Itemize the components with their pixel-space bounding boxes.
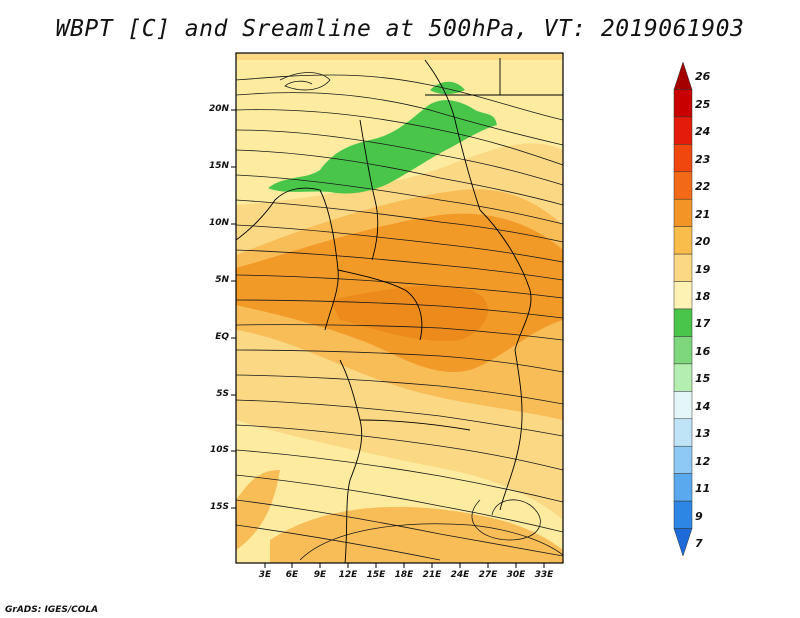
lat-ticks [231,109,236,509]
lat-label-5s: 5S [216,389,229,399]
colorbar-label: 26 [695,70,711,84]
colorbar-label: 14 [695,399,711,413]
colorbar-segment [673,61,693,90]
colorbar-label: 21 [695,207,711,221]
colorbar-label: 20 [695,235,711,249]
lat-label-5n: 5N [215,275,229,285]
colorbar-label: 24 [695,125,711,139]
fill-17-18 [268,100,497,194]
colorbar-segment [673,363,693,392]
colorbar-label: 7 [695,537,703,551]
lat-label-10s: 10S [209,445,229,455]
map-title: WBPT [C] and Sreamline at 500hPa, VT: 20… [55,16,745,42]
fill-22-23 [330,285,489,341]
colorbar-segment [673,171,693,200]
lat-label-eq: EQ [215,332,229,342]
colorbar-label: 13 [695,427,711,441]
colorbar-segment [673,308,693,337]
colorbar-segment [673,445,693,474]
colorbar-segment [673,144,693,173]
fill-20-21-sw [236,470,280,550]
colorbar-label: 18 [695,290,711,304]
lon-label-21e: 21E [422,570,442,580]
colorbar [673,61,693,557]
lat-label-15n: 15N [208,161,229,171]
country-borders [236,58,563,563]
colorbar-label: 11 [695,482,711,496]
lon-label-18e: 18E [394,570,414,580]
colorbar-label: 23 [695,152,711,166]
lon-label-30e: 30E [506,570,526,580]
lat-label-20n: 20N [208,104,229,114]
lon-label-3e: 3E [258,570,272,580]
colorbar-label: 19 [695,262,711,276]
colorbar-segment [673,528,693,557]
colorbar-label: 25 [695,97,711,111]
lon-label-12e: 12E [338,570,358,580]
map-border [235,52,564,564]
fill-20-21-south [270,506,563,563]
colorbar-segment [673,336,693,365]
colorbar-segment [673,253,693,282]
lon-label-33e: 33E [534,570,554,580]
lon-label-24e: 24E [450,570,470,580]
lat-label-15s: 15S [209,502,229,512]
colorbar-label: 9 [695,509,703,523]
colorbar-segment [673,198,693,227]
colorbar-segment [673,281,693,310]
colorbar-label: 16 [695,344,711,358]
colorbar-segment [673,89,693,118]
colorbar-label: 17 [695,317,711,331]
lon-label-9e: 9E [313,570,327,580]
lat-label-10n: 10N [208,218,229,228]
colorbar-label: 15 [695,372,711,386]
colorbar-segment [673,500,693,529]
wbpt-field [236,53,563,563]
colorbar-segment [673,226,693,255]
colorbar-segment [673,473,693,502]
lon-ticks [264,563,545,568]
lon-label-15e: 15E [366,570,386,580]
colorbar-label: 12 [695,454,711,468]
lon-label-27e: 27E [478,570,498,580]
streamlines [236,72,563,561]
colorbar-segment [673,116,693,145]
colorbar-segment [673,391,693,420]
credit-text: GrADS: IGES/COLA [5,605,99,615]
lon-label-6e: 6E [285,570,299,580]
colorbar-label: 22 [695,180,711,194]
colorbar-segment [673,418,693,447]
